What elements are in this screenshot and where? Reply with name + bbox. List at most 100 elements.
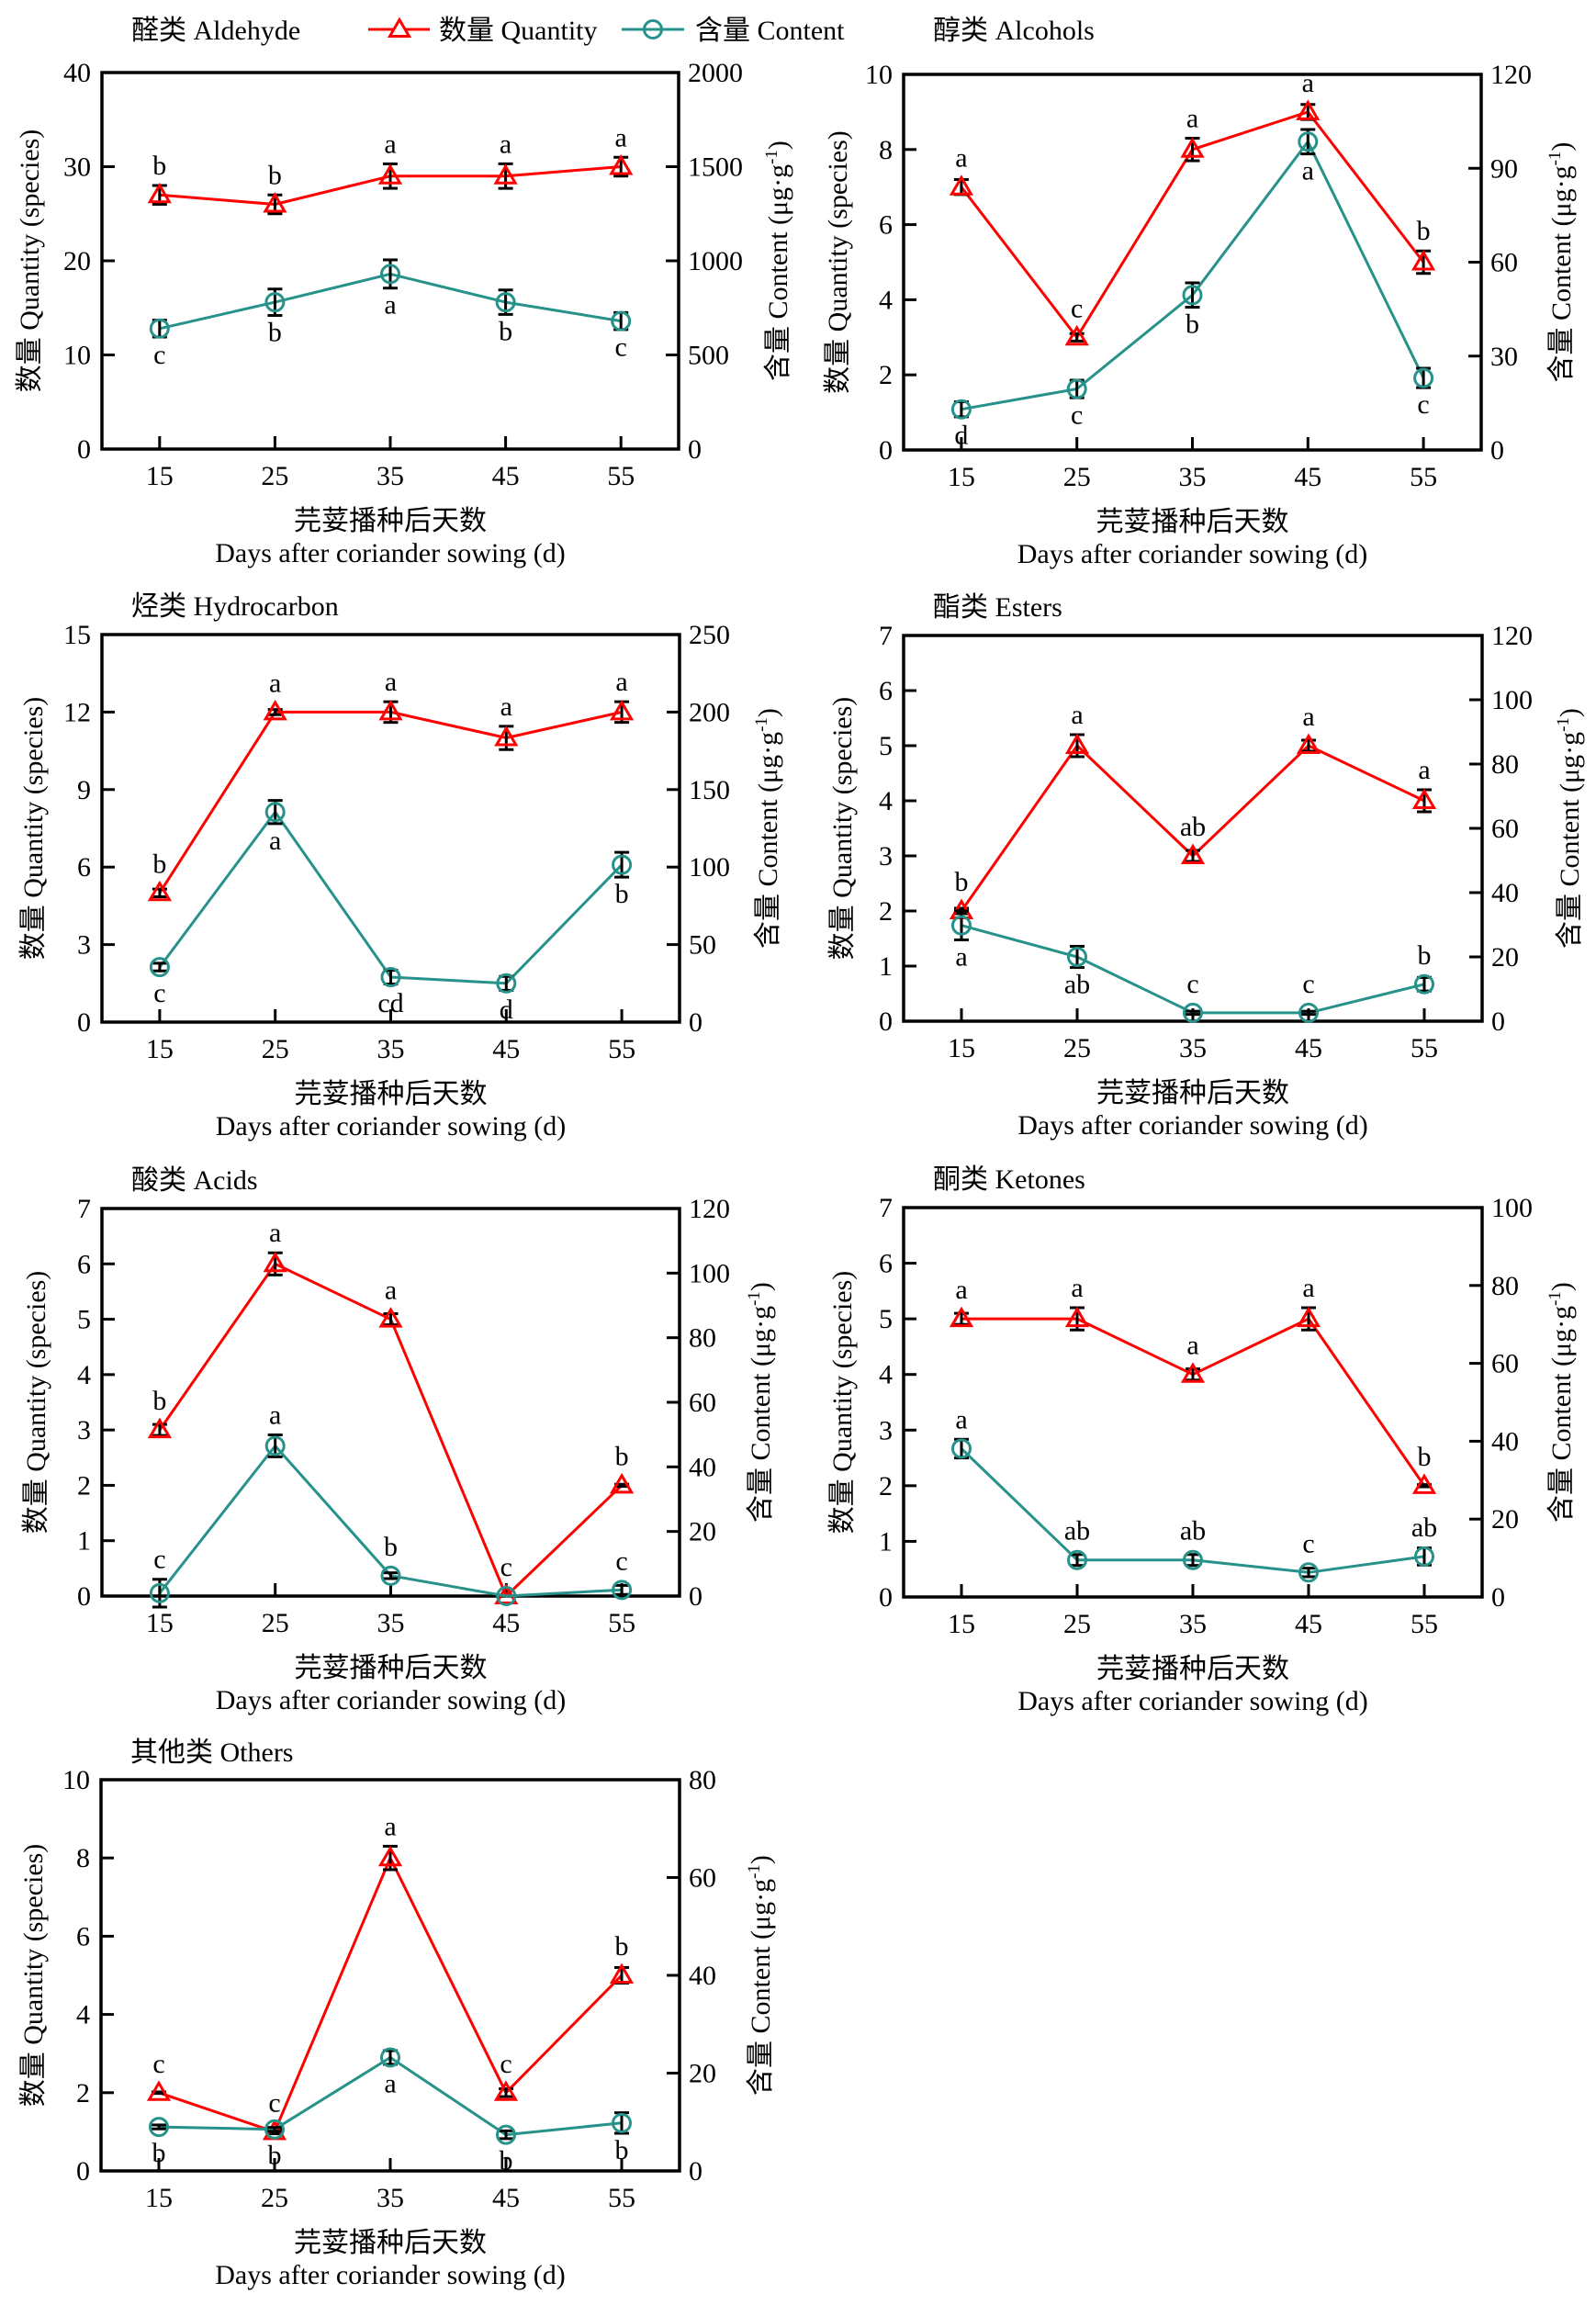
right-y-axis-title-suffix: ) bbox=[746, 1282, 776, 1291]
significance-letter: c bbox=[500, 1552, 512, 1582]
significance-letter: b bbox=[384, 1532, 398, 1562]
left-y-axis-title: 数量 Quantity (species) bbox=[21, 1271, 51, 1535]
series-quantity: b b a a a bbox=[147, 122, 634, 216]
left-y-tick-label: 3 bbox=[879, 841, 893, 871]
triangle-marker bbox=[1064, 733, 1090, 754]
right-y-tick-label: 90 bbox=[1490, 153, 1518, 184]
series-quantity: b a a a a bbox=[147, 667, 635, 902]
circle-marker bbox=[149, 957, 170, 978]
circle-marker bbox=[149, 318, 170, 339]
x-tick-label: 25 bbox=[1063, 1609, 1091, 1639]
significance-letter: b bbox=[1186, 309, 1199, 340]
x-tick-label: 25 bbox=[1063, 462, 1091, 492]
left-y-axis-title: 数量 Quantity (species) bbox=[827, 1271, 858, 1535]
significance-letter: a bbox=[269, 826, 281, 856]
significance-letter: a bbox=[1071, 1273, 1083, 1303]
error-bar bbox=[267, 1434, 283, 1458]
right-y-tick-label: 100 bbox=[689, 1258, 730, 1288]
right-y-tick-label: 80 bbox=[689, 1323, 716, 1354]
left-y-tick-label: 6 bbox=[879, 1249, 893, 1279]
significance-letter: a bbox=[269, 1400, 281, 1431]
right-y-tick-label: 1500 bbox=[688, 152, 743, 183]
right-y-tick-label: 0 bbox=[688, 434, 702, 465]
error-bar bbox=[267, 2126, 282, 2133]
circle-marker bbox=[1066, 378, 1087, 399]
left-y-tick-label: 7 bbox=[77, 1194, 91, 1224]
right-y-tick-label: 0 bbox=[689, 1007, 702, 1038]
left-y-tick-label: 3 bbox=[77, 1415, 91, 1445]
significance-letter: a bbox=[1302, 702, 1314, 732]
right-y-tick-label: 120 bbox=[1491, 621, 1533, 651]
significance-letter: c bbox=[153, 340, 165, 370]
right-y-tick-label: 0 bbox=[1491, 1006, 1505, 1037]
circle-marker bbox=[612, 2112, 632, 2133]
right-y-tick-label: 60 bbox=[689, 1863, 716, 1894]
right-y-tick-label: 40 bbox=[1491, 1426, 1519, 1456]
circle-marker bbox=[496, 1586, 517, 1606]
right-y-tick-label: 500 bbox=[688, 341, 729, 371]
x-tick-label: 45 bbox=[1295, 1609, 1322, 1639]
significance-letter: c bbox=[153, 978, 165, 1008]
left-y-tick-label: 0 bbox=[77, 1581, 91, 1612]
triangle-marker bbox=[949, 1306, 974, 1328]
triangle-marker bbox=[1296, 733, 1321, 754]
left-y-tick-label: 6 bbox=[77, 1249, 91, 1279]
right-y-axis: 0 20 40 60 80 100 120 含量 Content (μg·g-1) bbox=[667, 1194, 776, 1612]
right-y-axis-title-text: 含量 Content (μg·g bbox=[1546, 1306, 1577, 1523]
series-quantity: a c a a b bbox=[949, 68, 1436, 346]
right-y-axis-title-text: 含量 Content (μg·g bbox=[746, 1306, 776, 1523]
chart-title: 酸类 Acids bbox=[131, 1165, 258, 1196]
left-y-tick-label: 9 bbox=[77, 775, 91, 805]
left-y-tick-label: 0 bbox=[77, 434, 91, 465]
right-y-axis-title-text: 含量 Content (μg·g bbox=[746, 1879, 776, 2096]
x-tick-label: 15 bbox=[948, 1609, 975, 1639]
right-y-axis-title-suffix: ) bbox=[1555, 708, 1585, 717]
significance-letter: a bbox=[1186, 104, 1198, 134]
significance-letter: b bbox=[615, 1931, 629, 1962]
right-y-axis-title: 含量 Content (μg·g-1) bbox=[752, 708, 783, 949]
left-y-tick-label: 2 bbox=[77, 1470, 91, 1501]
significance-letter: c bbox=[268, 2087, 280, 2118]
left-y-tick-label: 0 bbox=[77, 1007, 91, 1038]
right-y-axis-title: 含量 Content (μg·g-1) bbox=[745, 1855, 776, 2096]
triangle-marker bbox=[147, 182, 172, 204]
left-y-axis: 0 1 2 3 4 5 6 7 数量 Quantity (species) bbox=[827, 621, 916, 1037]
x-axis-title-en: Days after coriander sowing (d) bbox=[216, 1685, 567, 1715]
circle-marker bbox=[612, 854, 633, 875]
x-axis-title-en: Days after coriander sowing (d) bbox=[1017, 1686, 1368, 1716]
significance-letter: a bbox=[1302, 156, 1314, 186]
right-y-axis-title-text: 含量 Content (μg·g bbox=[763, 164, 793, 381]
x-axis-title-en: Days after coriander sowing (d) bbox=[1017, 539, 1368, 569]
right-y-axis-title-text: 含量 Content (μg·g bbox=[1555, 732, 1585, 949]
circle-marker bbox=[950, 399, 972, 420]
left-y-axis-title: 数量 Quantity (species) bbox=[18, 1844, 49, 2108]
x-tick-label: 15 bbox=[948, 462, 975, 492]
right-y-tick-label: 40 bbox=[1491, 878, 1519, 908]
triangle-marker bbox=[609, 154, 634, 175]
circle-marker bbox=[951, 1438, 972, 1459]
left-y-tick-label: 6 bbox=[879, 676, 893, 706]
legend: 数量 Quantity 含量 Content bbox=[368, 16, 845, 46]
significance-letter: a bbox=[955, 941, 967, 972]
triangle-marker bbox=[1411, 1473, 1437, 1494]
triangle-marker bbox=[146, 2080, 172, 2101]
series-content: a ab c c b bbox=[951, 909, 1434, 1023]
significance-letter: a bbox=[1302, 68, 1314, 98]
significance-letter: a bbox=[1302, 1273, 1314, 1303]
x-axis-title-cn: 芫荽播种后天数 bbox=[294, 2228, 487, 2258]
right-y-axis-title-suffix: ) bbox=[746, 1855, 776, 1864]
x-axis-title-cn: 芫荽播种后天数 bbox=[1096, 507, 1289, 537]
left-y-axis: 0 10 20 30 40 数量 Quantity (species) bbox=[15, 58, 115, 465]
series-content: c a b c c bbox=[149, 1400, 633, 1609]
right-y-axis: 0 30 60 90 120 含量 Content (μg·g-1) bbox=[1468, 60, 1577, 466]
right-y-tick-label: 0 bbox=[689, 2156, 702, 2187]
significance-letter: b bbox=[500, 2146, 513, 2176]
right-y-tick-label: 100 bbox=[1491, 1193, 1533, 1223]
left-y-tick-label: 8 bbox=[879, 135, 893, 165]
significance-letter: b bbox=[1418, 940, 1432, 971]
